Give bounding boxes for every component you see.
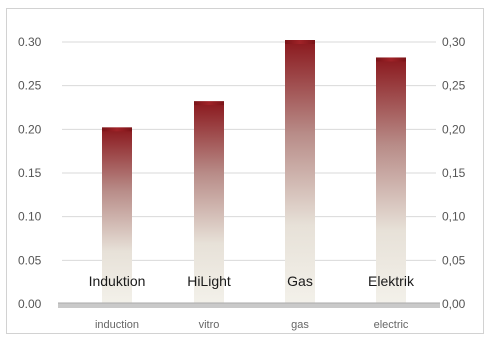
bar-cap bbox=[285, 40, 315, 44]
y-tick-label-right: 0,00 bbox=[442, 297, 466, 311]
category-label: electric bbox=[374, 319, 409, 331]
y-tick-label-left: 0.20 bbox=[18, 122, 42, 136]
y-tick-label-left: 0.30 bbox=[18, 35, 42, 49]
y-tick-label-left: 0.00 bbox=[18, 297, 42, 311]
y-tick-label-right: 0,05 bbox=[442, 253, 466, 267]
bar-cap bbox=[376, 57, 406, 62]
category-labels-overlay: Induktion HiLight Gas Elektrik bbox=[89, 273, 415, 289]
category-label-overlay: Elektrik bbox=[368, 273, 415, 289]
category-label: induction bbox=[95, 319, 139, 331]
y-tick-label-right: 0,25 bbox=[442, 79, 466, 93]
y-tick-label-right: 0,20 bbox=[442, 122, 466, 136]
y-tick-label-left: 0.25 bbox=[18, 79, 42, 93]
bar bbox=[102, 129, 132, 304]
category-label: vitro bbox=[199, 319, 220, 331]
y-tick-label-left: 0.15 bbox=[18, 166, 42, 180]
category-label-overlay: Gas bbox=[287, 273, 313, 289]
baseline bbox=[58, 302, 440, 308]
category-label-overlay: HiLight bbox=[187, 273, 231, 289]
category-labels-axis: induction vitro gas electric bbox=[95, 319, 409, 331]
y-tick-label-right: 0,15 bbox=[442, 166, 466, 180]
y-tick-label-right: 0,10 bbox=[442, 210, 466, 224]
bar bbox=[376, 59, 406, 304]
y-axis-left-ticks: 0.00 0.05 0.10 0.15 0.20 0.25 0.30 bbox=[18, 35, 42, 311]
bar bbox=[194, 103, 224, 304]
x-axis-baseline bbox=[58, 303, 440, 308]
y-tick-label-right: 0,30 bbox=[442, 35, 466, 49]
bar-cap bbox=[194, 101, 224, 106]
category-label-overlay: Induktion bbox=[89, 273, 146, 289]
bar-cap bbox=[102, 127, 132, 132]
bar bbox=[285, 42, 315, 304]
bars bbox=[102, 40, 406, 304]
y-axis-right-ticks: 0,00 0,05 0,10 0,15 0,20 0,25 0,30 bbox=[442, 35, 466, 311]
y-tick-label-left: 0.10 bbox=[18, 210, 42, 224]
category-label: gas bbox=[291, 319, 309, 331]
y-tick-label-left: 0.05 bbox=[18, 253, 42, 267]
